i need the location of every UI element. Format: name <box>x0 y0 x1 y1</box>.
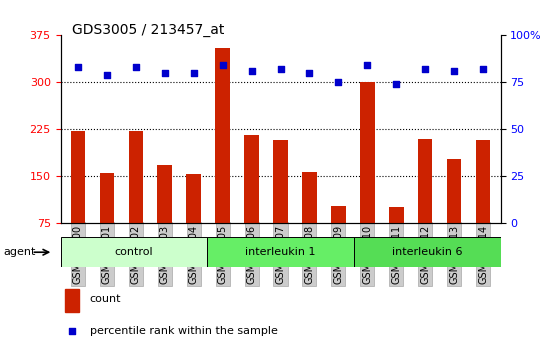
Bar <box>244 136 259 270</box>
Point <box>102 72 111 78</box>
Text: percentile rank within the sample: percentile rank within the sample <box>90 326 278 336</box>
Bar <box>65 289 79 312</box>
Bar <box>186 174 201 270</box>
Bar <box>354 237 500 267</box>
Bar <box>273 141 288 270</box>
Bar <box>70 131 85 270</box>
Bar <box>447 159 461 270</box>
Point <box>478 66 487 72</box>
Bar <box>418 138 432 270</box>
Text: count: count <box>90 295 122 304</box>
Bar <box>60 237 207 267</box>
Point <box>363 63 372 68</box>
Bar <box>389 207 404 270</box>
Point <box>305 70 314 76</box>
Bar <box>129 131 143 270</box>
Bar <box>216 48 230 270</box>
Text: agent: agent <box>3 247 35 257</box>
Point <box>131 64 140 70</box>
Bar <box>207 237 354 267</box>
Bar <box>157 165 172 270</box>
Text: control: control <box>114 247 153 257</box>
Bar <box>100 173 114 270</box>
Bar <box>360 82 375 270</box>
Point <box>74 64 82 70</box>
Point <box>421 66 430 72</box>
Text: interleukin 6: interleukin 6 <box>392 247 463 257</box>
Text: GDS3005 / 213457_at: GDS3005 / 213457_at <box>72 23 224 37</box>
Point <box>67 328 76 333</box>
Point <box>450 68 459 74</box>
Point <box>218 63 227 68</box>
Point <box>189 70 198 76</box>
Bar <box>331 206 345 270</box>
Point <box>392 81 401 87</box>
Bar <box>476 141 491 270</box>
Point <box>160 70 169 76</box>
Bar <box>302 172 317 270</box>
Text: interleukin 1: interleukin 1 <box>245 247 316 257</box>
Point <box>334 79 343 85</box>
Point <box>276 66 285 72</box>
Point <box>247 68 256 74</box>
